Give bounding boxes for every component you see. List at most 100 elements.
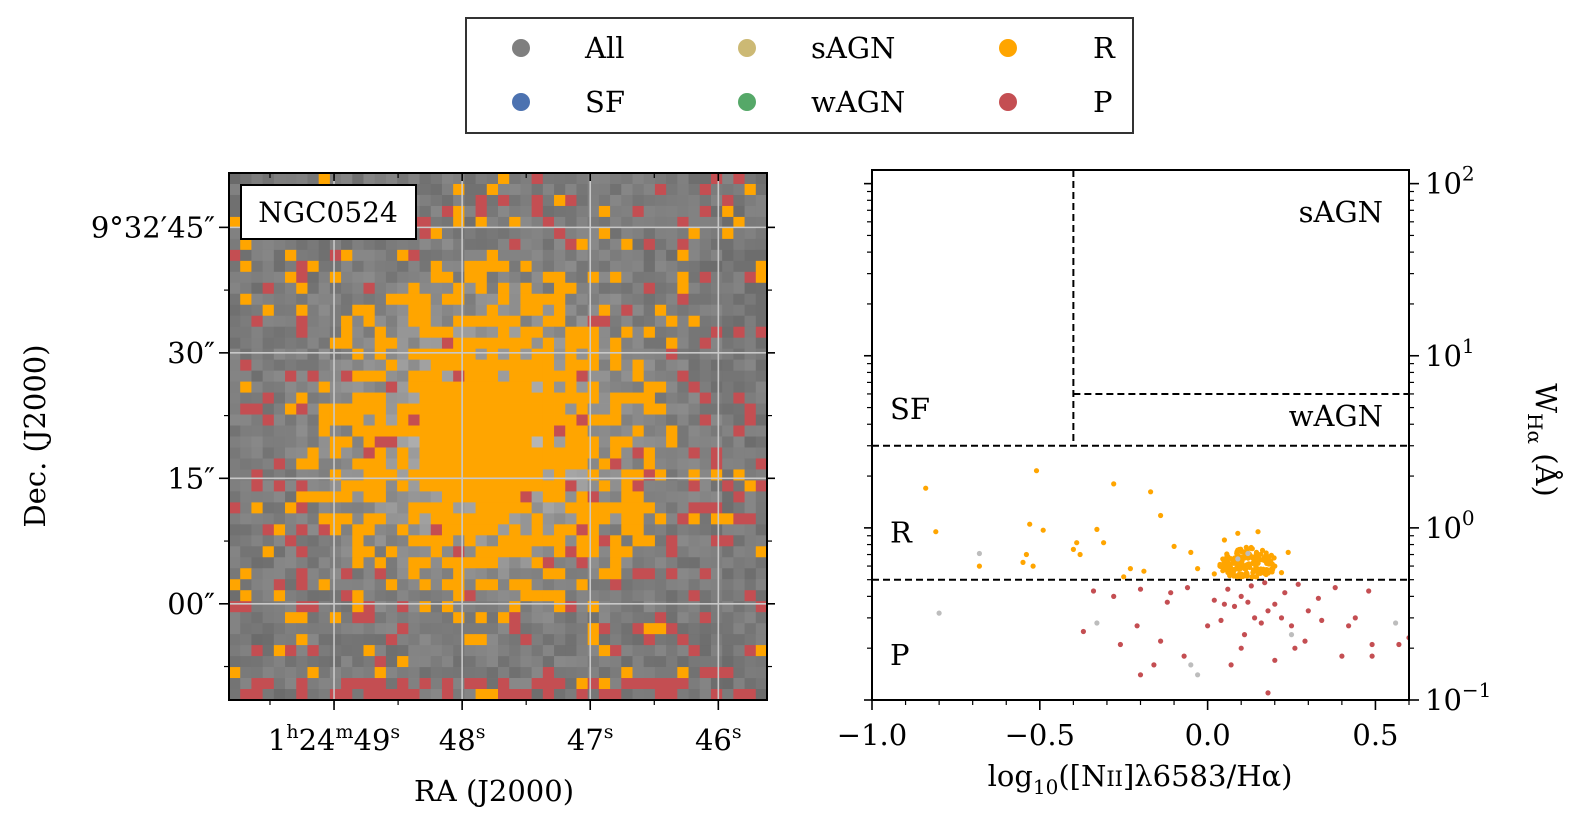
map-pixel-r [565,348,577,361]
map-pixel-all [408,436,420,448]
map-pixel-all [531,436,544,448]
map-pixel-all [285,656,297,668]
map-pixel-all [565,579,577,591]
map-pixel-r [688,469,701,481]
map-pixel-p [654,183,667,196]
map-pixel-all [262,579,275,591]
map-pixel-all [385,238,398,251]
map-pixel-all [498,579,510,591]
map-pixel-r [374,326,387,339]
map-pixel-r [610,502,622,514]
map-pixel-p [329,689,342,700]
map-pixel-r [419,381,432,393]
map-pixel-all [688,194,701,207]
map-pixel-all [240,315,252,328]
map-pixel-all [755,656,767,668]
map-pixel-p [598,623,611,635]
map-pixel-p [699,183,712,196]
map-pixel-all [262,656,275,668]
map-pixel-r [341,414,353,426]
map-pixel-all [296,469,308,481]
map-pixel-all [744,447,757,459]
map-pixel-all [329,381,342,393]
map-pixel-all [430,612,443,624]
map-pixel-all [430,337,443,350]
map-pixel-all [654,535,667,547]
map-pixel-all [632,183,645,196]
map-pixel-all [273,425,286,437]
map-pixel-all [587,194,600,207]
map-pixel-all [240,337,252,350]
map-pixel-all [329,458,342,470]
map-pixel-all [262,359,275,372]
map-pixel-all [352,502,364,514]
map-pixel-all [688,557,701,569]
map-pixel-r [285,403,297,415]
map-pixel-all [722,645,734,657]
scatter-point-r [1261,554,1268,560]
map-pixel-all [699,315,712,328]
map-pixel-r [554,271,566,284]
map-pixel-r [363,315,376,328]
map-pixel-r [486,557,499,569]
map-pixel-r [520,326,533,339]
map-pixel-r [498,337,510,350]
map-pixel-p [755,601,767,613]
map-pixel-all [755,535,767,547]
scatter-point-r [1278,570,1285,576]
map-pixel-r [464,403,476,415]
map-pixel-all [710,590,723,602]
map-pixel-all [397,326,409,339]
map-pixel-r [554,315,566,328]
map-pixel-all [419,249,432,262]
map-pixel-r [441,381,454,393]
map-pixel-r [576,425,589,437]
map-pixel-all [755,491,767,503]
map-pixel-all [677,590,689,602]
scatter-point-p [1245,599,1251,605]
map-pixel-all [598,634,611,646]
map-pixel-all [475,348,488,361]
map-pixel-all [654,260,667,273]
map-pixel-all [699,238,712,251]
map-pixel-r [509,337,521,350]
map-pixel-all [744,491,757,503]
map-pixel-all [240,502,252,514]
map-pixel-all [441,634,454,646]
map-pixel-all [262,315,275,328]
map-pixel-r [565,381,577,393]
map-pixel-all [419,194,432,207]
map-pixel-all [710,359,723,372]
map-pixel-p [296,689,308,700]
map-pixel-all [722,568,734,580]
map-pixel-all [296,557,308,569]
map-pixel-r [554,568,566,580]
map-pixel-r [285,612,297,624]
map-pixel-all [587,425,600,437]
map-pixel-all [542,304,555,317]
map-pixel-all [677,447,689,459]
map-pixel-r [531,513,544,525]
map-pixel-r [498,502,510,514]
map-pixel-all [240,656,252,668]
map-pixel-r [240,590,252,602]
map-pixel-all [531,601,544,613]
map-pixel-all [509,205,521,218]
map-pixel-all [677,579,689,591]
map-pixel-all [307,359,320,372]
map-pixel-p [229,249,241,262]
map-pixel-r [554,282,566,295]
map-pixel-p [677,678,689,690]
scatter-point-p [1117,641,1123,648]
map-pixel-all [430,579,443,591]
map-pixel-all [576,645,589,657]
map-pixel-all [666,304,678,317]
map-pixel-r [475,634,488,646]
map-pixel-all [419,645,432,657]
map-pixel-r [744,480,757,492]
map-pixel-all [554,216,566,229]
map-pixel-all [307,634,320,646]
map-pixel-all [318,535,331,547]
map-pixel-all [722,425,734,437]
map-pixel-all [285,513,297,525]
